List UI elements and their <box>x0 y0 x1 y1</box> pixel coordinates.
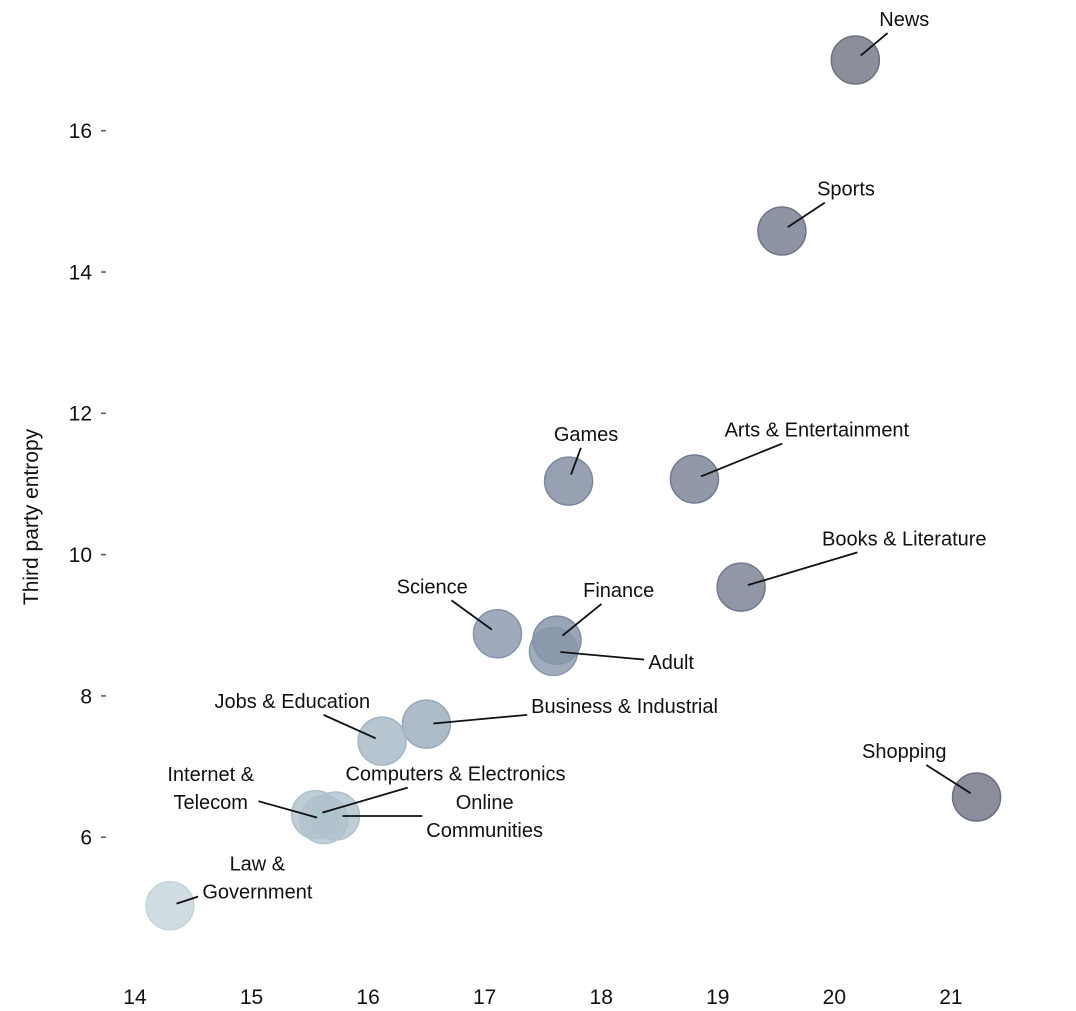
leader-line-books-and-literature <box>747 551 858 586</box>
leader-line-jobs-and-education <box>323 714 377 740</box>
point-law-and-government <box>145 881 195 931</box>
point-label-adult: Adult <box>648 652 694 674</box>
leader-line-computers-and-electronics <box>322 786 408 814</box>
leader-line-law-and-government <box>176 895 199 905</box>
x-tick-label: 19 <box>706 986 729 1009</box>
point-label-arts-and-entertainment: Arts & Entertainment <box>725 420 910 442</box>
leader-line-sports <box>787 201 826 228</box>
points-layer <box>145 35 1002 931</box>
point-jobs-and-education <box>357 716 407 766</box>
x-tick-label: 15 <box>240 986 263 1009</box>
point-label-jobs-and-education: Jobs & Education <box>215 691 371 713</box>
point-label-finance: Finance <box>583 580 654 602</box>
point-shopping <box>951 772 1002 822</box>
y-axis-title: Third party entropy <box>20 428 43 605</box>
leader-line-business-and-industrial <box>433 713 528 725</box>
point-label-computers-and-electronics: Computers & Electronics <box>345 764 565 786</box>
y-axis: 6 8 10 12 14 16 <box>69 120 106 850</box>
point-games <box>543 456 594 506</box>
x-tick-label: 17 <box>473 986 496 1009</box>
x-tick-label: 16 <box>356 986 379 1009</box>
point-arts-and-entertainment <box>669 454 720 504</box>
point-label-law-and-government: Law & Government <box>202 854 312 904</box>
x-tick-label: 21 <box>939 986 962 1009</box>
point-label-books-and-literature: Books & Literature <box>822 528 987 550</box>
y-tick-label: 10 <box>69 544 92 567</box>
leader-lines-layer <box>176 32 972 905</box>
leader-line-games <box>570 447 582 475</box>
x-axis: 14 15 16 17 18 19 20 21 <box>123 986 962 1009</box>
point-label-sports: Sports <box>817 179 875 201</box>
leader-line-shopping <box>925 764 972 794</box>
leader-line-science <box>450 599 493 631</box>
y-tick-label: 8 <box>80 685 92 708</box>
y-tick-label: 14 <box>69 261 93 284</box>
point-science <box>472 609 523 659</box>
y-tick-label: 6 <box>80 827 92 850</box>
point-news <box>830 35 881 85</box>
point-label-games: Games <box>554 424 618 446</box>
point-label-shopping: Shopping <box>862 741 947 763</box>
point-label-online-communities: Online Communities <box>426 792 543 842</box>
leader-line-arts-and-entertainment <box>700 442 783 478</box>
point-sports <box>757 206 807 256</box>
point-business-and-industrial <box>401 699 452 749</box>
x-tick-label: 18 <box>590 986 613 1009</box>
leader-line-adult <box>560 651 645 661</box>
point-label-internet-and-telecom: Internet & Telecom <box>167 764 254 814</box>
point-books-and-literature <box>716 562 766 612</box>
leader-line-finance <box>561 603 603 637</box>
point-label-news: News <box>879 9 929 31</box>
leader-line-news <box>860 32 889 57</box>
y-tick-label: 16 <box>69 120 92 143</box>
x-tick-label: 20 <box>823 986 846 1009</box>
point-label-science: Science <box>397 576 468 598</box>
leader-line-internet-and-telecom <box>258 800 318 819</box>
x-tick-label: 14 <box>123 986 147 1009</box>
point-label-business-and-industrial: Business & Industrial <box>531 696 718 718</box>
point-labels-layer: News Sports Games Arts & Entertainment Books… <box>167 9 986 903</box>
point-adult <box>528 626 579 677</box>
y-tick-label: 12 <box>69 403 92 426</box>
